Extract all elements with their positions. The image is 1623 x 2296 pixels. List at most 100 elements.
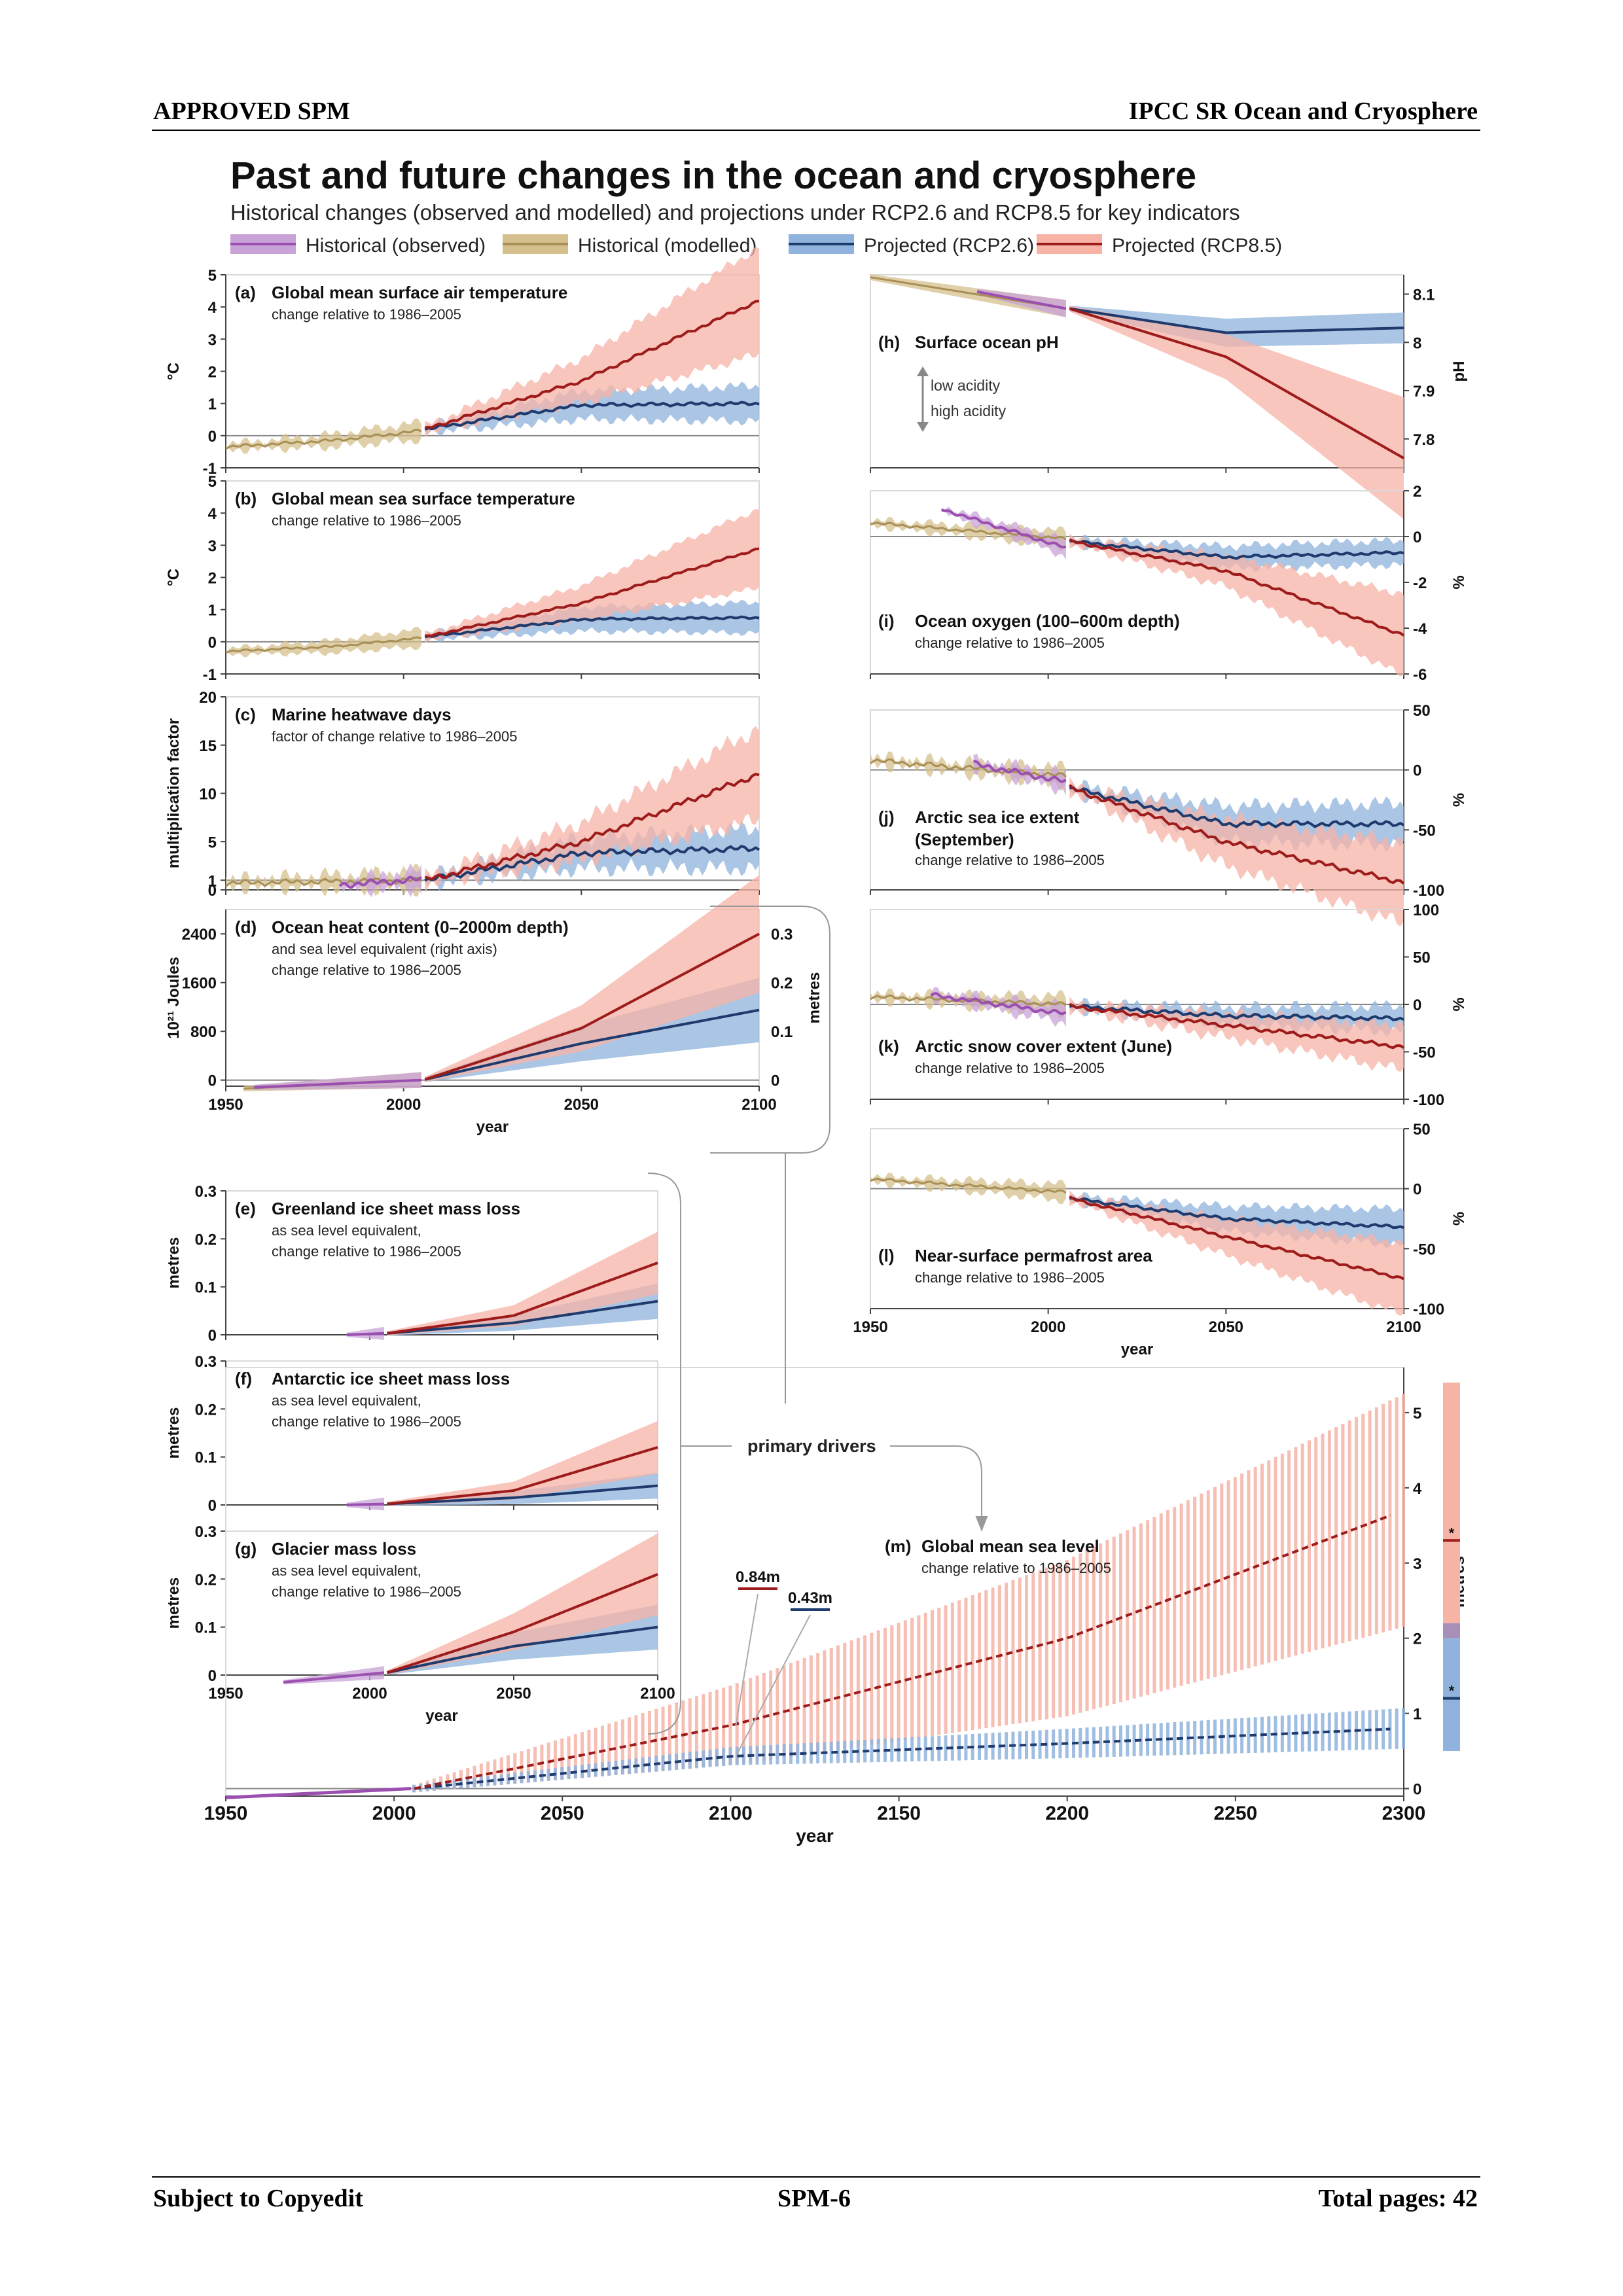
rcp85-range-bar bbox=[614, 1721, 618, 1775]
rcp85-range-bar bbox=[870, 1633, 874, 1745]
rcp85-range-bar bbox=[1388, 1400, 1392, 1631]
legend-label: Historical (modelled) bbox=[578, 235, 757, 256]
rcp26-range-bar bbox=[432, 1782, 436, 1791]
y-axis-label: metres bbox=[165, 1237, 183, 1289]
uncertainty-band bbox=[1069, 1190, 1404, 1316]
header-right: IPCC SR Ocean and Cryosphere bbox=[1128, 97, 1478, 125]
rcp26-range-bar bbox=[796, 1743, 800, 1764]
rcp26-range-bar bbox=[1308, 1714, 1311, 1752]
y-axis-label: % bbox=[1450, 1212, 1468, 1226]
y-tick-label: 8 bbox=[1413, 334, 1421, 352]
panel-title: Near-surface permafrost area bbox=[915, 1246, 1152, 1265]
rcp85-range-bar bbox=[809, 1655, 813, 1754]
y-tick-label: -50 bbox=[1413, 1044, 1436, 1062]
rcp85-range-bar bbox=[607, 1723, 611, 1776]
uncertainty-band bbox=[941, 506, 1066, 560]
panel-a: -1 0 1 2 3 4 5 °C (a) Global mean surface air tem… bbox=[165, 247, 760, 478]
rcp26-range-bar bbox=[735, 1746, 739, 1765]
panel-subtitle: as sea level equivalent, bbox=[272, 1563, 421, 1579]
rcp85-range-bar bbox=[1092, 1546, 1096, 1710]
y-tick-label: 0.1 bbox=[195, 1619, 217, 1637]
x-tick-label: 2050 bbox=[564, 1096, 599, 1114]
y-tick-label: 0.3 bbox=[195, 1523, 217, 1541]
y-tick-label: 2400 bbox=[182, 926, 217, 944]
rcp26-range-bar bbox=[1025, 1731, 1028, 1759]
rcp26-range-bar bbox=[742, 1746, 745, 1765]
y-tick-label: 3 bbox=[208, 537, 217, 555]
rcp26-range-bar bbox=[567, 1766, 571, 1780]
y-axis-label: °C bbox=[165, 569, 183, 586]
panel-title: Ocean heat content (0–2000m depth) bbox=[272, 917, 569, 937]
y-axis-label: metres bbox=[165, 1578, 183, 1629]
rcp26-range-bar bbox=[1382, 1709, 1385, 1750]
y-tick-label: 7.9 bbox=[1413, 383, 1435, 400]
x-tick-label: 2000 bbox=[352, 1685, 387, 1703]
panel-label: (g) bbox=[235, 1539, 257, 1559]
rcp85-range-bar bbox=[628, 1717, 632, 1775]
panel-subtitle: change relative to 1986–2005 bbox=[915, 635, 1105, 651]
panel-title: Arctic snow cover extent (June) bbox=[915, 1036, 1172, 1056]
rcp85-range-bar bbox=[789, 1663, 793, 1757]
panel-label: (e) bbox=[235, 1199, 256, 1218]
primary-drivers-label: primary drivers bbox=[747, 1436, 876, 1456]
rcp85-range-bar bbox=[1220, 1483, 1224, 1676]
legend-label: Projected (RCP8.5) bbox=[1112, 235, 1282, 256]
rcp26-range-bar bbox=[890, 1738, 894, 1762]
uncertainty-band bbox=[425, 726, 759, 893]
panel-subtitle: change relative to 1986–2005 bbox=[915, 1269, 1105, 1286]
rcp26-marker-label: * bbox=[1449, 1683, 1455, 1699]
rcp85-range-bar bbox=[648, 1710, 651, 1773]
uncertainty-band bbox=[387, 1421, 658, 1506]
y-tick-label: 0 bbox=[208, 1072, 217, 1090]
panel-subtitle: change relative to 1986–2005 bbox=[272, 512, 461, 529]
panel-m: 012345metres1950200020502100215022002250… bbox=[204, 1367, 1468, 1846]
series-line bbox=[1069, 539, 1404, 560]
rcp26-range-bar bbox=[1226, 1718, 1230, 1754]
y-tick-label: 2 bbox=[208, 364, 217, 381]
rcp85-range-bar bbox=[1044, 1567, 1048, 1720]
series-line bbox=[424, 615, 760, 639]
rcp26-range-bar bbox=[1132, 1724, 1136, 1757]
panel-title: Global mean sea level bbox=[921, 1536, 1099, 1556]
panel-title: Arctic sea ice extent bbox=[915, 807, 1080, 827]
uncertainty-band bbox=[973, 754, 1066, 796]
rcp85-range-bar bbox=[769, 1670, 773, 1759]
rcp85-range-bar bbox=[1152, 1517, 1156, 1693]
panel-subtitle: change relative to 1986–2005 bbox=[272, 1243, 461, 1260]
y-tick-label: 50 bbox=[1413, 1121, 1431, 1139]
rcp26-range-bar bbox=[1287, 1715, 1291, 1752]
y-tick-label: 2 bbox=[208, 570, 217, 588]
right-tick-label: 0.1 bbox=[771, 1023, 793, 1041]
series-line bbox=[425, 547, 760, 637]
y-tick-label: 10 bbox=[199, 786, 217, 804]
panel-label: (l) bbox=[878, 1246, 895, 1265]
y-tick-label: -100 bbox=[1413, 882, 1444, 900]
panel-subtitle: change relative to 1986–2005 bbox=[915, 852, 1105, 868]
panel-title: Glacier mass loss bbox=[272, 1539, 416, 1559]
rcp26-range-bar bbox=[1119, 1725, 1122, 1757]
y-tick-label: 800 bbox=[190, 1023, 217, 1041]
rcp85-range-bar bbox=[1402, 1394, 1405, 1627]
x-axis-label: year bbox=[1121, 1341, 1153, 1358]
series-line bbox=[1069, 1195, 1405, 1280]
uncertainty-band bbox=[425, 247, 759, 438]
y-tick-label: 50 bbox=[1413, 949, 1431, 967]
x-axis-label: year bbox=[796, 1826, 834, 1846]
y-axis-label: °C bbox=[165, 362, 183, 380]
panel-j: -100 -50 0 50% (j) Arctic sea ice extent (Sept… bbox=[870, 702, 1468, 927]
rcp85-range-bar bbox=[971, 1595, 974, 1731]
y-tick-label: 0 bbox=[208, 1667, 217, 1685]
rcp85-range-bar bbox=[950, 1602, 954, 1733]
y-tick-label: -100 bbox=[1413, 1301, 1444, 1318]
x-tick-label: 2250 bbox=[1213, 1803, 1257, 1824]
x-tick-label: 2100 bbox=[741, 1096, 776, 1114]
rcp85-range-bar bbox=[1200, 1493, 1204, 1681]
series-line bbox=[870, 521, 1067, 540]
footer-rule bbox=[152, 2176, 1480, 2178]
rcp26-range-bar bbox=[984, 1733, 988, 1760]
rcp26-range-bar bbox=[702, 1750, 705, 1768]
series-line bbox=[346, 1332, 385, 1336]
y-tick-label: -2 bbox=[1413, 574, 1427, 592]
rcp26-range-bar bbox=[776, 1744, 779, 1765]
y-tick-label: -50 bbox=[1413, 822, 1436, 839]
